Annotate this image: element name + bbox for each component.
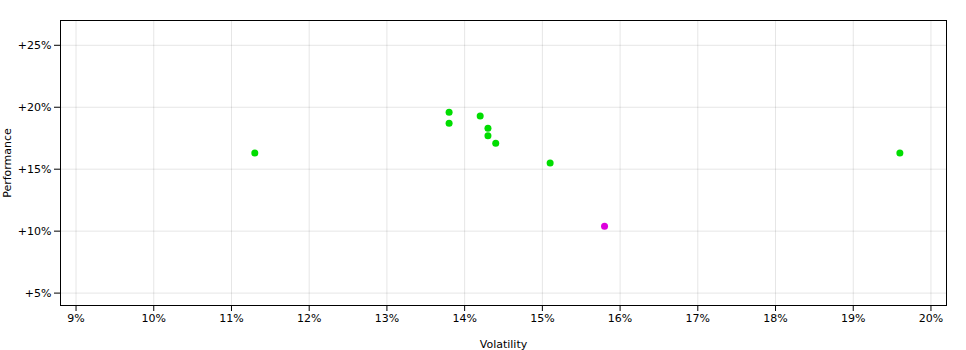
svg-text:18%: 18% [763, 312, 787, 325]
svg-text:Performance: Performance [1, 128, 14, 198]
svg-text:16%: 16% [608, 312, 632, 325]
svg-text:13%: 13% [375, 312, 399, 325]
svg-text:+5%: +5% [25, 287, 52, 300]
svg-text:17%: 17% [686, 312, 710, 325]
svg-text:11%: 11% [219, 312, 243, 325]
svg-text:+10%: +10% [18, 225, 52, 238]
svg-text:+20%: +20% [18, 101, 52, 114]
svg-text:9%: 9% [67, 312, 84, 325]
svg-text:20%: 20% [919, 312, 943, 325]
svg-text:10%: 10% [142, 312, 166, 325]
svg-text:15%: 15% [530, 312, 554, 325]
svg-text:14%: 14% [452, 312, 476, 325]
svg-text:12%: 12% [297, 312, 321, 325]
svg-text:Volatility: Volatility [480, 338, 528, 350]
svg-text:+25%: +25% [18, 39, 52, 52]
svg-text:19%: 19% [841, 312, 865, 325]
svg-text:+15%: +15% [18, 163, 52, 176]
